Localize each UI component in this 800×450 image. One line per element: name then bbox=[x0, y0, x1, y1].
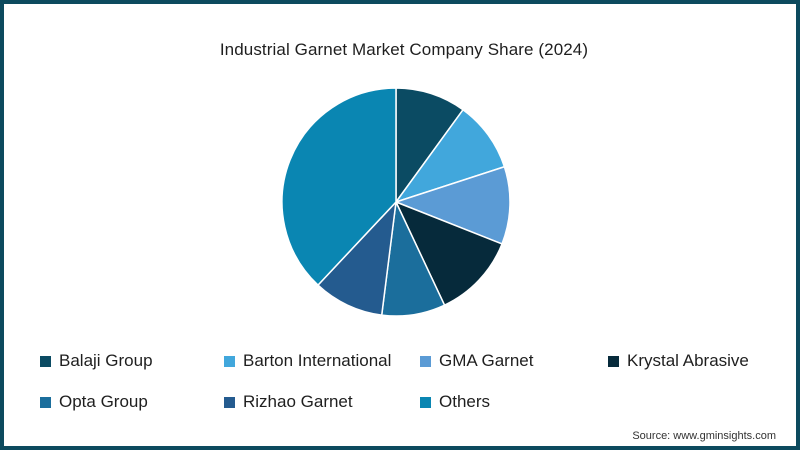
legend-item-balaji-group: Balaji Group bbox=[40, 351, 153, 371]
source-note: Source: www.gminsights.com bbox=[632, 430, 776, 442]
legend-swatch-icon bbox=[40, 396, 51, 408]
legend-label: Balaji Group bbox=[59, 351, 153, 370]
legend-label: Krystal Abrasive bbox=[627, 351, 749, 370]
chart-title: Industrial Garnet Market Company Share (… bbox=[219, 40, 589, 59]
legend-item-gma-garnet: GMA Garnet bbox=[420, 351, 533, 371]
legend-item-others: Others bbox=[420, 392, 490, 412]
legend-label: Opta Group bbox=[59, 392, 148, 411]
pie-slice-gma-garnet bbox=[395, 166, 511, 245]
legend-label: Barton International bbox=[243, 351, 392, 370]
pie-slice-others bbox=[281, 87, 397, 286]
legend-label: Others bbox=[439, 392, 491, 411]
legend-item-barton-international: Barton International bbox=[224, 351, 391, 371]
legend-swatch-icon bbox=[224, 396, 235, 408]
legend-item-krystal-abrasive: Krystal Abrasive bbox=[608, 351, 749, 371]
legend-swatch-icon bbox=[420, 355, 431, 367]
legend-swatch-icon bbox=[40, 355, 51, 367]
legend-label: Rizhao Garnet bbox=[243, 392, 353, 411]
legend-swatch-icon bbox=[420, 396, 431, 408]
legend-swatch-icon bbox=[608, 355, 619, 367]
legend-item-rizhao-garnet: Rizhao Garnet bbox=[224, 392, 353, 412]
legend-item-opta-group: Opta Group bbox=[40, 392, 148, 412]
legend-swatch-icon bbox=[224, 355, 235, 367]
pie-slice-barton-international bbox=[395, 109, 506, 203]
pie-slice-balaji-group bbox=[395, 87, 464, 203]
pie-chart bbox=[281, 87, 511, 317]
pie-slice-krystal-abrasive bbox=[395, 201, 503, 306]
legend-label: GMA Garnet bbox=[439, 351, 534, 370]
pie-slice-rizhao-garnet bbox=[317, 201, 397, 316]
